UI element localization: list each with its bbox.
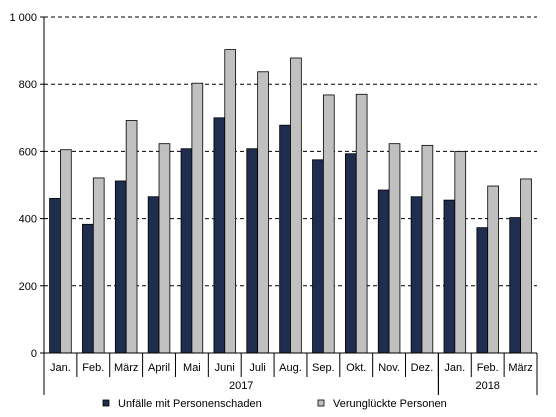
legend-verunglueckte-swatch [317,399,325,407]
legend-unfaelle-label: Unfälle mit Personenschaden [118,398,262,410]
bar-verunglueckte [322,94,335,354]
bar-verunglueckte [520,178,532,354]
x-tick-label: Jan. [444,362,465,374]
x-tick-label: Okt. [346,362,366,374]
bar-unfaelle [410,196,423,354]
bar-unfaelle [180,148,193,354]
y-tick-label: 600 [19,146,37,158]
bar-verunglueckte [257,71,269,354]
legend-unfaelle-swatch [102,399,110,407]
year-label: 2017 [229,380,253,392]
x-tick-label: Sep. [312,362,335,374]
bar-verunglueckte [60,149,72,354]
y-tick-label: 800 [19,79,37,91]
bar-verunglueckte [388,143,401,354]
x-tick-label: April [148,362,170,374]
x-tick-label: März [508,362,532,374]
x-tick-label: Feb. [82,362,104,374]
x-tick-label: Nov. [378,362,400,374]
bar-unfaelle [312,159,324,354]
x-tick-label: Aug. [279,362,302,374]
legend-verunglueckte-label: Verunglückte Personen [333,398,447,410]
bar-unfaelle [246,148,259,354]
bar-verunglueckte [454,150,467,354]
bar-unfaelle [49,198,61,354]
x-tick-label: Juni [215,362,235,374]
y-tick-label: 0 [31,348,37,360]
bar-verunglueckte [290,57,302,354]
y-tick-label: 200 [19,281,37,293]
x-tick-label: März [114,362,138,374]
bar-unfaelle [213,117,226,354]
x-tick-label: Mai [183,362,201,374]
bar-unfaelle [377,189,390,354]
bar-verunglueckte [191,82,204,354]
bar-verunglueckte [487,185,499,354]
bar-unfaelle [82,223,94,354]
bar-verunglueckte [125,120,138,354]
year-label: 2018 [475,380,499,392]
bar-unfaelle [114,180,127,354]
bar-verunglueckte [355,93,368,354]
bar-unfaelle [476,227,489,354]
bar-verunglueckte [421,144,434,354]
bar-unfaelle [344,153,357,354]
bar-verunglueckte [224,49,237,354]
x-tick-label: Dez. [411,362,434,374]
bar-unfaelle [509,217,521,354]
bar-unfaelle [279,124,291,354]
x-tick-label: Juli [249,362,266,374]
x-tick-label: Jan. [50,362,71,374]
y-tick-label: 1 000 [9,12,37,24]
bar-unfaelle [443,199,456,354]
y-tick-label: 400 [19,214,37,226]
bar-verunglueckte [92,177,105,354]
x-tick-label: Feb. [477,362,499,374]
bar-verunglueckte [158,143,171,354]
bar-unfaelle [147,196,160,354]
